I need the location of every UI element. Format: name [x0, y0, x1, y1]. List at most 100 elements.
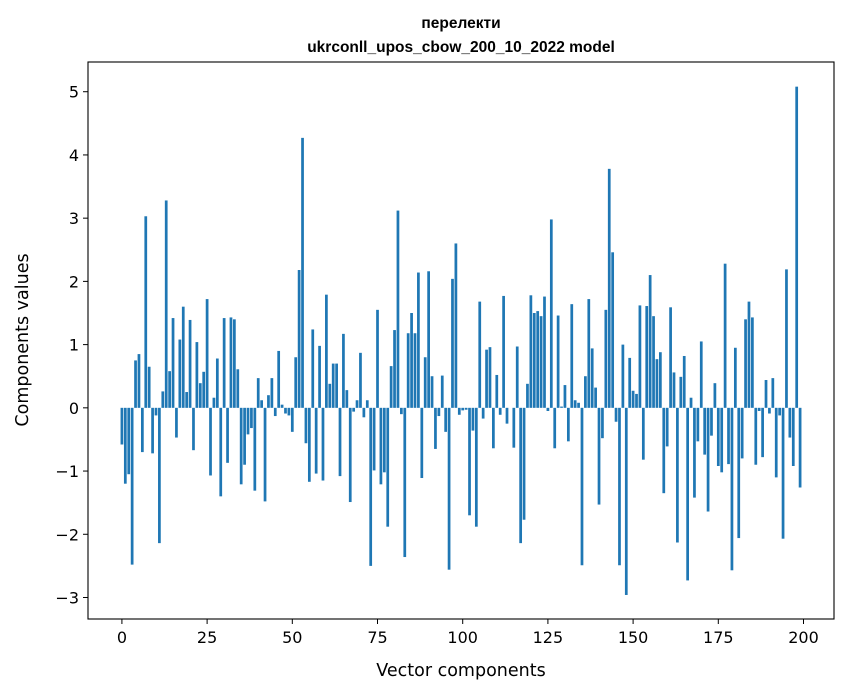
- bar: [123, 407, 127, 484]
- bar: [580, 407, 584, 566]
- bar: [376, 309, 379, 408]
- bar: [151, 407, 154, 454]
- y-tick-label: −2: [55, 525, 79, 544]
- bar: [270, 378, 274, 408]
- bar: [543, 296, 546, 408]
- bar: [256, 378, 260, 408]
- bar: [369, 407, 373, 566]
- bar: [638, 305, 642, 408]
- bar: [652, 316, 655, 408]
- bar: [713, 383, 717, 408]
- bar: [495, 374, 499, 408]
- bar: [267, 395, 270, 408]
- bar: [185, 392, 189, 408]
- bar: [427, 271, 430, 408]
- bar: [273, 407, 277, 417]
- bar: [171, 318, 175, 408]
- bar: [566, 407, 570, 442]
- bar: [280, 404, 284, 408]
- x-tick-label: 75: [367, 628, 387, 647]
- bar: [178, 339, 182, 408]
- bar: [529, 295, 533, 408]
- bar: [781, 407, 785, 539]
- bar: [798, 407, 802, 488]
- bar: [768, 407, 771, 414]
- bar: [355, 400, 359, 408]
- bar: [393, 330, 396, 408]
- y-tick-label: −1: [55, 462, 79, 481]
- bar: [761, 407, 764, 458]
- bar: [737, 407, 741, 539]
- bar: [628, 357, 632, 408]
- bar: [277, 350, 281, 408]
- bar: [515, 346, 519, 408]
- bar: [635, 393, 638, 408]
- bar: [710, 407, 713, 436]
- bar: [212, 397, 216, 408]
- x-tick-label: 50: [282, 628, 302, 647]
- x-tick-label: 175: [703, 628, 734, 647]
- bar: [648, 275, 652, 408]
- bar: [699, 341, 703, 408]
- bar: [209, 407, 212, 476]
- y-tick-label: 0: [69, 399, 79, 418]
- bar: [321, 407, 325, 481]
- bar: [549, 219, 553, 408]
- bar: [723, 263, 727, 408]
- bar: [423, 357, 427, 408]
- bar: [594, 387, 597, 408]
- bar: [164, 200, 168, 408]
- bar: [498, 407, 502, 415]
- bar: [362, 407, 366, 418]
- bar: [532, 313, 536, 408]
- bar: [614, 407, 618, 422]
- bar: [348, 407, 352, 503]
- bar: [682, 355, 686, 408]
- bar: [502, 295, 505, 408]
- bar: [720, 407, 724, 473]
- bar: [325, 294, 328, 408]
- bar: [791, 407, 795, 466]
- bar: [676, 407, 679, 543]
- bar: [757, 407, 761, 411]
- bar: [505, 407, 509, 424]
- bar: [645, 306, 649, 408]
- bar: [747, 301, 751, 408]
- bar: [260, 400, 263, 408]
- bar: [451, 278, 454, 408]
- bar: [686, 407, 689, 581]
- bar: [522, 407, 526, 520]
- bar: [440, 375, 444, 408]
- bar: [253, 407, 257, 491]
- bar: [539, 316, 543, 408]
- bar: [147, 366, 151, 408]
- bar: [294, 357, 298, 408]
- bar: [570, 304, 574, 408]
- bar: [410, 313, 413, 408]
- bar: [311, 329, 315, 408]
- bar: [669, 307, 672, 408]
- bar: [754, 407, 758, 465]
- bar: [331, 363, 335, 408]
- bar: [140, 407, 144, 453]
- x-tick-label: 100: [447, 628, 478, 647]
- bar: [229, 317, 233, 408]
- bar: [198, 383, 202, 408]
- bar: [662, 407, 666, 494]
- bar: [400, 407, 403, 415]
- bar: [219, 407, 223, 497]
- bar: [454, 243, 458, 408]
- bar: [485, 349, 488, 408]
- bar: [345, 390, 349, 408]
- bar: [703, 407, 707, 455]
- bar: [284, 407, 287, 414]
- bar: [413, 333, 417, 408]
- bar: [481, 407, 485, 419]
- bar: [730, 407, 734, 571]
- chart-title-line-2: ukrconll_upos_cbow_200_10_2022 model: [307, 39, 615, 56]
- plot-frame: [87, 61, 835, 620]
- bar: [693, 407, 696, 498]
- bar: [372, 407, 376, 471]
- bar: [154, 407, 158, 416]
